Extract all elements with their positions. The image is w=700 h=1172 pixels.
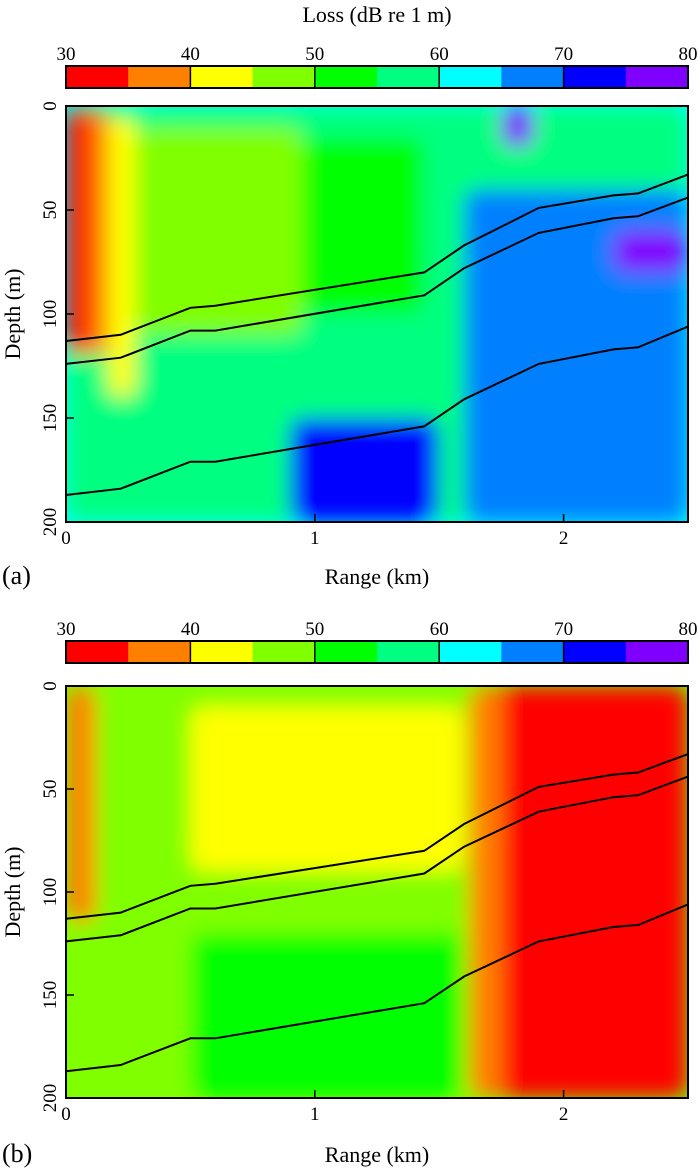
panel-a-region-2 xyxy=(90,106,109,356)
panel-b-region-1 xyxy=(66,686,96,923)
colorbar-a-swatch-1 xyxy=(128,66,191,88)
panel-b-interface-1 xyxy=(66,775,688,943)
panel-b-ylabel: Depth (m) xyxy=(0,846,25,937)
panel-a-ytick-label-2: 100 xyxy=(40,300,61,329)
colorbar-a-swatch-4 xyxy=(314,66,378,88)
colorbar-a: Loss (dB re 1 m) 30 40 50 60 70 80 xyxy=(57,2,698,89)
colorbar-b-swatches xyxy=(66,641,689,663)
colorbar-a-swatch-6 xyxy=(439,66,502,88)
colorbar-b-swatch-3 xyxy=(252,641,316,663)
panel-a-region-8 xyxy=(289,418,440,522)
panel-b-ytick-label-3: 150 xyxy=(40,981,61,1010)
colorbar-a-swatch-5 xyxy=(377,66,440,88)
panel-b-axes: 0 1 2 0 50 100 150 200 xyxy=(40,681,568,1125)
colorbar-a-swatch-3 xyxy=(252,66,316,88)
colorbar-a-swatch-7 xyxy=(501,66,565,88)
colorbar-b-swatch-6 xyxy=(439,641,502,663)
panel-a-field xyxy=(66,106,688,522)
panel-a-interfaces xyxy=(66,173,688,496)
panel-b-interface-0 xyxy=(66,753,688,920)
panel-b-xtick-label-2: 2 xyxy=(559,1104,569,1125)
panel-a-region-1 xyxy=(66,106,91,356)
colorbar-a-tick-label-5: 80 xyxy=(679,44,698,65)
colorbar-b-swatch-9 xyxy=(625,641,689,663)
panel-b: 0 1 2 0 50 100 150 200 Depth (m) Range (km) (b) xyxy=(0,681,689,1168)
colorbar-b-swatch-7 xyxy=(501,641,565,663)
panel-a-label: (a) xyxy=(2,561,31,590)
panel-a-ylabel: Depth (m) xyxy=(0,268,25,359)
panel-b-field xyxy=(66,686,688,1098)
panel-b-region-2 xyxy=(190,706,465,872)
colorbar-a-swatch-2 xyxy=(190,66,254,88)
panel-b-xlabel: Range (km) xyxy=(325,1142,429,1167)
colorbar-a-swatch-8 xyxy=(563,66,627,88)
colorbar-b-tick-label-4: 70 xyxy=(554,619,573,640)
panel-a-ytick-label-0: 0 xyxy=(40,101,61,111)
panel-a-interface-2 xyxy=(66,325,688,496)
panel-b-region-3 xyxy=(190,933,465,1098)
panel-a-interface-0 xyxy=(66,173,688,342)
colorbar-a-swatches xyxy=(66,66,689,88)
colorbar-a-tick-label-4: 70 xyxy=(554,44,573,65)
panel-b-label: (b) xyxy=(2,1139,32,1168)
panel-a-interface-1 xyxy=(66,196,688,365)
panel-b-ytick-label-4: 200 xyxy=(40,1084,61,1113)
panel-a-ytick-label-4: 200 xyxy=(40,508,61,537)
panel-a-xtick-label-0: 0 xyxy=(61,528,71,549)
colorbar-b: 30 40 50 60 70 80 xyxy=(57,619,698,664)
colorbar-b-swatch-4 xyxy=(314,641,378,663)
panel-b-interface-2 xyxy=(66,903,688,1073)
colorbar-a-swatch-9 xyxy=(625,66,689,88)
panel-b-region-4 xyxy=(488,686,688,1098)
panel-a: 0 1 2 0 50 100 150 200 Depth (m) Range (km) (a) xyxy=(0,101,689,590)
panel-a-region-6 xyxy=(424,106,688,169)
colorbar-b-ticks: 30 40 50 60 70 80 xyxy=(57,619,698,663)
panel-a-region-10 xyxy=(613,230,688,273)
colorbar-b-tick-label-2: 50 xyxy=(305,619,324,640)
panel-b-ytick-label-2: 100 xyxy=(40,878,61,907)
panel-b-interfaces xyxy=(66,753,688,1073)
panel-a-region-3 xyxy=(108,116,136,398)
colorbar-a-tick-label-2: 50 xyxy=(305,44,324,65)
colorbar-b-tick-label-3: 60 xyxy=(430,619,449,640)
panel-b-xtick-label-1: 1 xyxy=(310,1104,320,1125)
colorbar-title: Loss (dB re 1 m) xyxy=(302,2,451,27)
colorbar-b-tick-label-5: 80 xyxy=(679,619,698,640)
panel-b-region-5 xyxy=(469,686,502,1098)
colorbar-b-swatch-1 xyxy=(128,641,191,663)
panel-a-region-5 xyxy=(302,137,425,314)
panel-b-ytick-label-0: 0 xyxy=(40,681,61,691)
panel-a-region-4 xyxy=(135,126,303,335)
panel-a-axes: 0 1 2 0 50 100 150 200 xyxy=(40,101,568,549)
colorbar-b-tick-label-1: 40 xyxy=(181,619,200,640)
colorbar-a-ticks: 30 40 50 60 70 80 xyxy=(57,44,698,88)
colorbar-b-tick-label-0: 30 xyxy=(57,619,76,640)
panel-a-ytick-label-1: 50 xyxy=(40,201,61,220)
colorbar-a-tick-label-0: 30 xyxy=(57,44,76,65)
panel-b-xtick-label-0: 0 xyxy=(61,1104,71,1125)
panel-a-ytick-label-3: 150 xyxy=(40,404,61,433)
colorbar-b-swatch-8 xyxy=(563,641,627,663)
colorbar-b-swatch-0 xyxy=(66,641,129,663)
colorbar-b-swatch-5 xyxy=(377,641,440,663)
panel-b-ytick-label-1: 50 xyxy=(40,780,61,799)
colorbar-a-tick-label-3: 60 xyxy=(430,44,449,65)
panel-a-xtick-label-2: 2 xyxy=(559,528,569,549)
panel-a-region-9 xyxy=(501,106,534,148)
colorbar-a-swatch-0 xyxy=(66,66,129,88)
colorbar-a-tick-label-1: 40 xyxy=(181,44,200,65)
panel-a-xlabel: Range (km) xyxy=(325,564,429,589)
panel-a-xtick-label-1: 1 xyxy=(310,528,320,549)
colorbar-b-swatch-2 xyxy=(190,641,254,663)
